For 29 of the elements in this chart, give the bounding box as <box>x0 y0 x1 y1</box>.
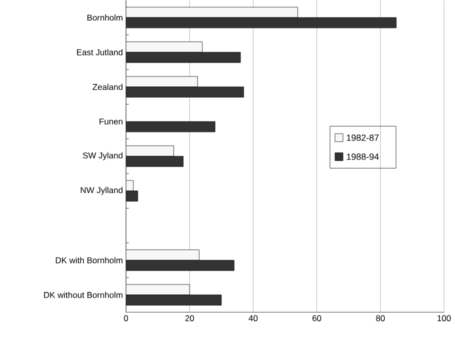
x-tick-label: 60 <box>312 315 322 322</box>
x-tick-label: 100 <box>438 315 451 322</box>
y-tick-label: Bornholm <box>87 14 122 21</box>
bar <box>126 6 298 18</box>
y-tick-label: East Jutland <box>77 48 122 56</box>
y-tick-label: Funen <box>100 118 122 124</box>
bar <box>126 260 234 271</box>
bar <box>126 76 198 87</box>
y-tick-label: DK without Bornholm <box>44 292 122 298</box>
text: 1982-87 <box>346 134 379 141</box>
x-tick-label: 20 <box>185 315 194 322</box>
bar <box>126 284 190 295</box>
y-tick-label: NW Jylland <box>80 186 122 195</box>
bar <box>126 249 200 260</box>
legend-label: 1988-94 <box>346 153 379 160</box>
bar <box>126 121 216 132</box>
x-tick-label: 40 <box>248 315 258 322</box>
bar <box>126 146 174 156</box>
bar <box>126 156 184 167</box>
bar <box>126 52 241 63</box>
x-tick-label: 0 <box>124 315 128 322</box>
y-tick-label: SW Jyland <box>82 152 122 160</box>
bar <box>126 294 222 306</box>
bar <box>126 42 203 52</box>
y-tick-label: Zealand <box>92 84 122 90</box>
bar <box>126 86 244 98</box>
y-tick-label: DK with Bornholm <box>56 256 122 264</box>
x-tick-label: 80 <box>376 315 385 322</box>
bar <box>126 17 397 28</box>
